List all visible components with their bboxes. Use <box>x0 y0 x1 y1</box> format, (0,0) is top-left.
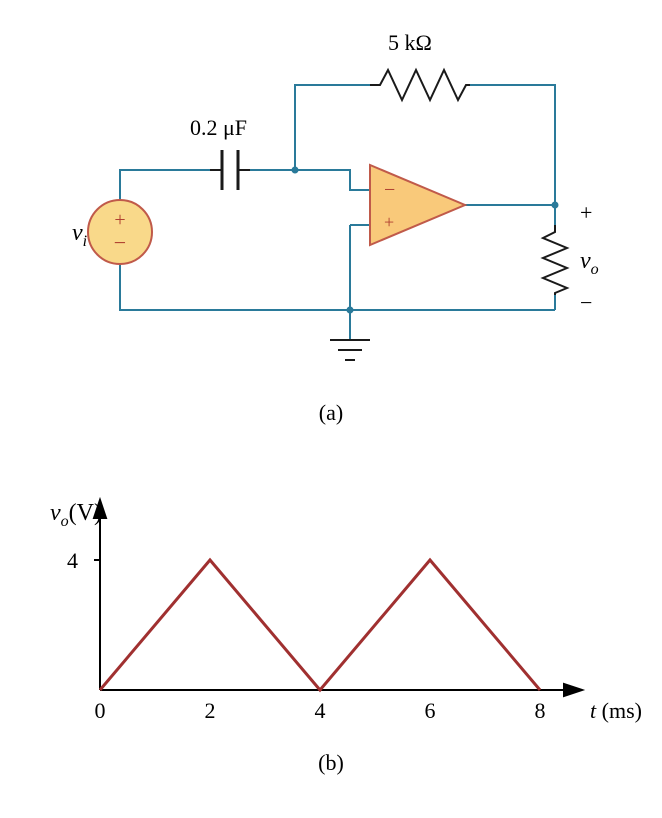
svg-text:+: + <box>114 209 125 231</box>
svg-text:+: + <box>384 212 394 232</box>
x-axis-label: t (ms) <box>590 698 642 723</box>
output-plus: + <box>580 200 592 225</box>
x-tick-8: 8 <box>535 698 546 723</box>
x-tick-4: 4 <box>315 698 326 723</box>
feedback-resistor <box>370 70 470 100</box>
svg-text:−: − <box>114 230 126 255</box>
ground-symbol <box>330 340 370 360</box>
output-label: vo <box>580 248 599 278</box>
waveform <box>100 560 540 690</box>
x-ticks: 0 2 4 6 8 <box>95 698 546 723</box>
input-label: vi <box>72 220 87 250</box>
output-resistor <box>543 225 567 295</box>
circuit-wires <box>120 85 558 340</box>
x-tick-6: 6 <box>425 698 436 723</box>
output-graph: vo(V) 4 0 2 4 6 8 t (ms) (b) <box>0 470 662 815</box>
resistor-label: 5 kΩ <box>388 30 432 55</box>
graph-caption: (b) <box>318 750 344 775</box>
x-axis-arrow <box>564 684 582 696</box>
x-tick-2: 2 <box>205 698 216 723</box>
x-tick-0: 0 <box>95 698 106 723</box>
output-minus: − <box>580 290 592 315</box>
capacitor <box>210 150 250 190</box>
capacitor-label: 0.2 μF <box>190 115 247 140</box>
y-axis-label: vo(V) <box>50 500 102 530</box>
op-amp: − + <box>370 165 465 245</box>
circuit-diagram: + − vi 0.2 μF 5 kΩ − + + vo − (a) <box>0 0 662 470</box>
circuit-caption: (a) <box>319 400 343 425</box>
voltage-source: + − <box>88 200 152 264</box>
y-tick-label: 4 <box>67 548 78 573</box>
svg-text:−: − <box>384 179 395 201</box>
